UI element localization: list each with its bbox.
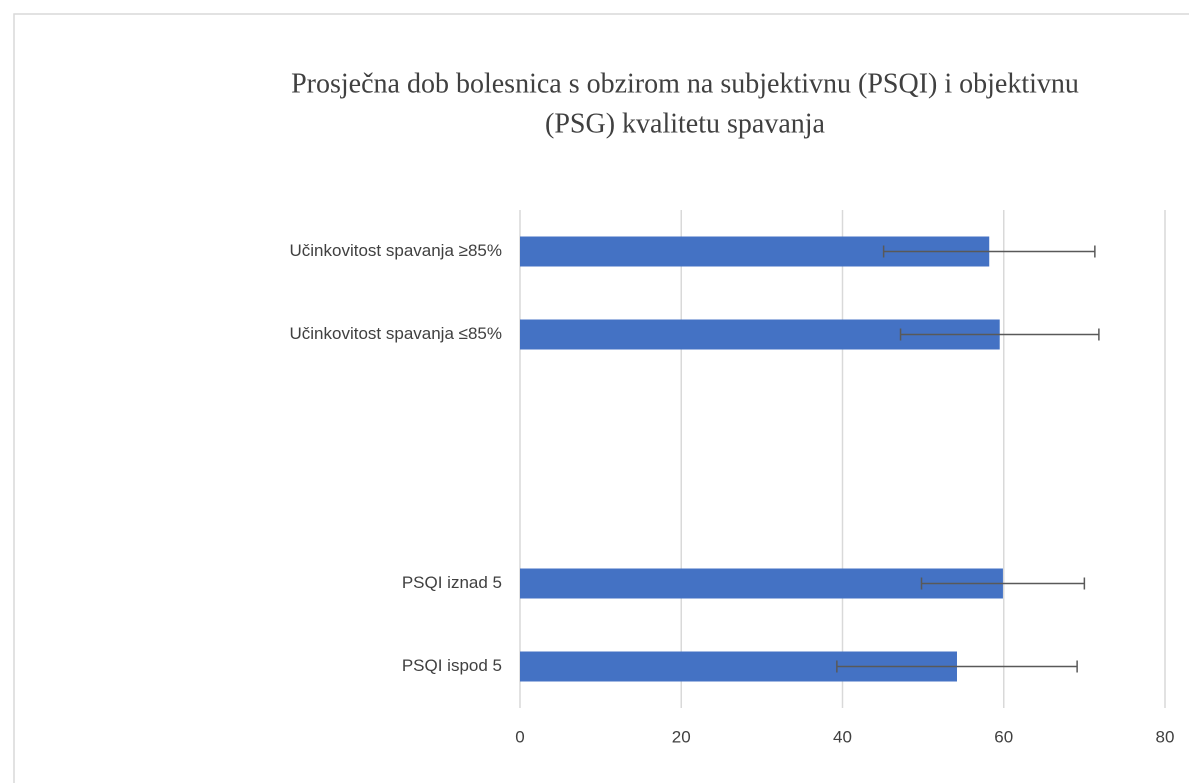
y-tick-label: PSQI ispod 5	[402, 656, 502, 675]
chart-title: (PSG) kvalitetu spavanja	[545, 108, 826, 139]
x-tick-label: 0	[515, 727, 524, 746]
error-bar	[836, 660, 1078, 673]
chart-title: Prosječna dob bolesnica s obzirom na sub…	[291, 68, 1079, 99]
x-tick-label: 60	[994, 727, 1013, 746]
x-tick-label: 40	[833, 727, 852, 746]
y-tick-label: Učinkovitost spavanja ≥85%	[290, 241, 503, 260]
error-bar	[882, 245, 1096, 258]
x-tick-label: 20	[672, 727, 691, 746]
error-bar	[920, 577, 1086, 590]
y-tick-label: Učinkovitost spavanja ≤85%	[290, 324, 503, 343]
x-tick-label: 80	[1156, 727, 1175, 746]
error-bar	[899, 328, 1100, 341]
y-tick-label: PSQI iznad 5	[402, 573, 502, 592]
chart-border	[13, 13, 1189, 783]
